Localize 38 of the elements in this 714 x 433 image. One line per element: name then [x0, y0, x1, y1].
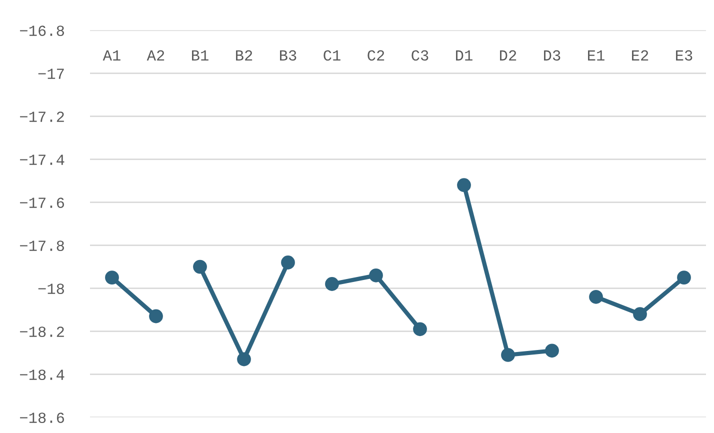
point: [633, 307, 647, 322]
x-tick-label: D3: [544, 50, 560, 61]
x-tick-label: B3: [280, 50, 296, 61]
point: [589, 290, 603, 304]
y-tick-label: −17: [38, 68, 64, 79]
y-tick-label: −16.8: [20, 26, 64, 36]
point: [369, 268, 383, 282]
point: [105, 270, 119, 284]
point: [545, 344, 559, 358]
point: [281, 256, 295, 270]
point: [413, 322, 427, 336]
x-tick-label: E3: [676, 50, 692, 61]
x-tick-label: D1: [456, 50, 472, 60]
y-tick-label: −18.6: [20, 412, 64, 423]
x-tick-label: D2: [500, 50, 516, 60]
point: [149, 309, 163, 324]
y-tick-label: −17.4: [20, 154, 64, 165]
x-tick-label: C3: [412, 50, 428, 61]
x-tick-label: A2: [146, 50, 164, 60]
y-tick-label: −17.8: [20, 240, 64, 251]
y-tick-label: −17.2: [20, 112, 64, 122]
point: [325, 277, 339, 291]
x-tick-label: B2: [236, 50, 252, 60]
y-tick-label: −18: [38, 284, 64, 294]
y-tick-label: −18.2: [20, 326, 64, 337]
point: [501, 348, 515, 362]
x-tick-label: B1: [192, 50, 208, 60]
point: [457, 178, 471, 192]
x-tick-label: E2: [632, 50, 648, 60]
x-tick-label: A1: [102, 50, 120, 60]
x-tick-label: C2: [368, 50, 384, 61]
point: [237, 352, 251, 366]
point: [677, 270, 691, 284]
y-tick-label: −18.4: [20, 370, 64, 380]
y-tick-label: −17.6: [20, 198, 64, 208]
x-tick-label: C1: [324, 50, 340, 61]
point: [193, 260, 207, 274]
x-tick-label: E1: [588, 50, 604, 60]
